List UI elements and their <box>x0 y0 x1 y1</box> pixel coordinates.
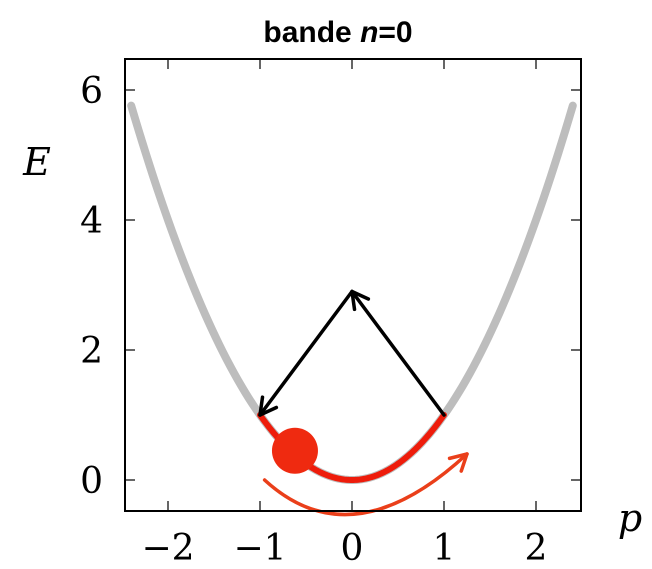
title-prefix: bande <box>263 16 360 49</box>
x-tick-label: 2 <box>525 528 548 569</box>
x-axis-label: p <box>618 496 642 540</box>
motion-arrow-head <box>447 452 469 473</box>
x-tick-labels: −2 −1 0 1 2 <box>141 528 547 569</box>
particle-marker <box>271 427 318 474</box>
y-tick-labels: 0 2 4 6 <box>80 71 103 502</box>
x-tick-label: −1 <box>233 528 286 569</box>
x-tick-label: 0 <box>341 528 364 569</box>
reflection-arrow-head <box>258 395 279 417</box>
chart-title: bande n=0 <box>263 16 412 49</box>
motion-arrow-shaft <box>262 452 469 517</box>
motion-arrow <box>262 452 469 517</box>
y-tick-label: 6 <box>80 71 103 112</box>
y-axis-label: E <box>22 140 51 184</box>
x-tick-label: 1 <box>433 528 456 569</box>
y-tick-label: 2 <box>80 331 103 372</box>
tick-marks <box>125 59 581 511</box>
title-variable: n <box>360 16 378 49</box>
x-tick-label: −2 <box>141 528 194 569</box>
reflection-arrow-shaft <box>258 289 354 417</box>
plot-frame <box>124 58 582 512</box>
y-tick-label: 0 <box>80 461 103 502</box>
reflection-arrow-shaft <box>350 289 446 417</box>
title-suffix: =0 <box>378 16 412 49</box>
y-tick-label: 4 <box>80 201 103 242</box>
reflection-arrows <box>258 289 446 417</box>
